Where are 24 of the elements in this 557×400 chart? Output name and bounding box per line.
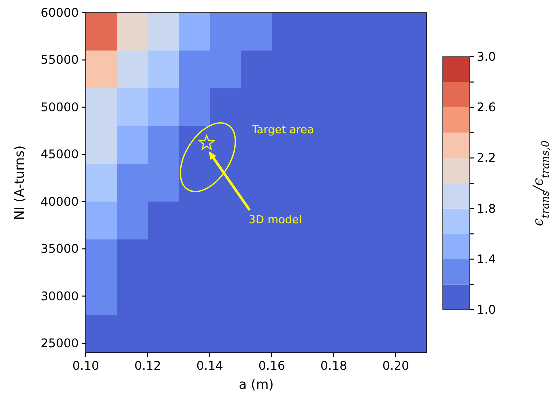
color-bar-label: 2.2	[477, 151, 496, 166]
x-axis-title: a (m)	[239, 378, 274, 393]
y-tick-label: 45000	[40, 148, 79, 162]
annotation: 3D model	[248, 213, 302, 226]
x-tick-label: 0.20	[382, 359, 410, 373]
x-tick-label: 0.12	[134, 359, 162, 373]
x-tick-label: 0.18	[320, 359, 348, 373]
annotation: Target area	[251, 124, 314, 136]
y-tick-label: 25000	[40, 336, 79, 351]
y-tick-label: 50000	[40, 100, 79, 114]
color-bar-label: 1.4	[477, 252, 496, 266]
color-bar-label: 1.8	[477, 202, 496, 216]
y-tick-label: 60000	[40, 6, 79, 20]
x-tick-label: 0.16	[258, 359, 286, 373]
y-tick-label: 55000	[40, 53, 79, 68]
y-tick-label: 35000	[40, 242, 79, 256]
x-tick-label: 0.10	[72, 359, 100, 373]
y-tick-label: 30000	[40, 289, 79, 304]
x-tick-label: 0.14	[196, 359, 224, 373]
color-bar-label: 1.0	[477, 303, 496, 317]
y-tick-label: 40000	[40, 194, 79, 209]
color-bar-label: 3.0	[477, 50, 496, 64]
y-axis-title: NI (A-turns)	[13, 146, 28, 220]
color-bar-label: 2.6	[477, 100, 496, 115]
